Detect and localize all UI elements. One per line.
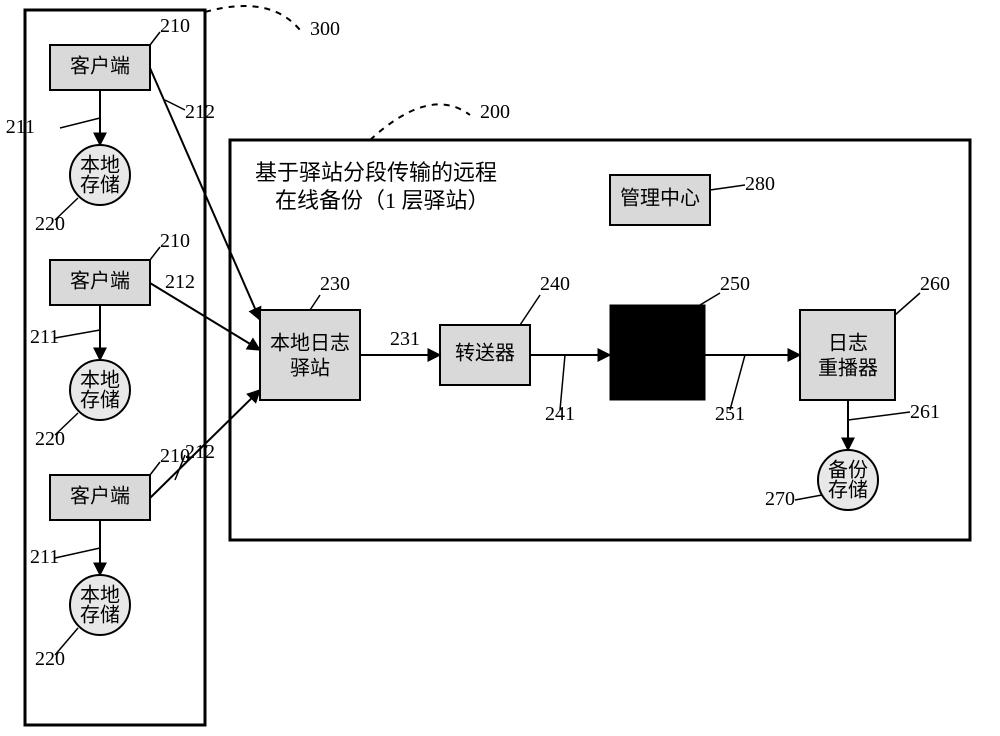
ref-241: 241 <box>545 403 575 425</box>
ref-220: 220 <box>35 648 65 670</box>
hub-label-l1: 本地日志 <box>270 332 350 355</box>
ref-240: 240 <box>540 273 570 295</box>
leader-260 <box>895 293 920 315</box>
leader-230 <box>310 295 320 310</box>
leader-210 <box>150 247 160 260</box>
local-store-label-l1: 本地 <box>80 369 120 392</box>
backup-label-l1: 备份 <box>828 459 868 482</box>
client-label: 客户端 <box>70 485 130 508</box>
ref-300: 300 <box>310 18 340 40</box>
leader-270 <box>795 495 822 500</box>
ref-220: 220 <box>35 428 65 450</box>
system-title-line2: 在线备份（1 层驿站） <box>275 188 490 213</box>
replay-label-l2: 重播器 <box>818 357 878 380</box>
ref-212: 212 <box>185 441 215 463</box>
leader-210 <box>150 462 160 475</box>
replay-label-l1: 日志 <box>828 332 868 355</box>
leader-211 <box>55 548 100 558</box>
client-label: 客户端 <box>70 55 130 78</box>
ref-250: 250 <box>720 273 750 295</box>
black-box <box>610 305 705 400</box>
local-store-label-l2: 存储 <box>80 174 120 197</box>
ref-211: 211 <box>30 546 59 568</box>
backup-label-l2: 存储 <box>828 479 868 502</box>
ref-212: 212 <box>185 101 215 123</box>
ref-220: 220 <box>35 213 65 235</box>
hub-box <box>260 310 360 400</box>
ref-211: 211 <box>6 116 35 138</box>
leader-211 <box>55 330 100 338</box>
local-store-label-l2: 存储 <box>80 389 120 412</box>
ref-212: 212 <box>165 271 195 293</box>
client-group-2: 客户端 210 211 本地 存储 220 212 <box>30 230 260 450</box>
leader-210 <box>150 32 160 45</box>
ref-270: 270 <box>765 488 795 510</box>
ref-231: 231 <box>390 328 420 350</box>
ref-200: 200 <box>480 101 510 123</box>
leader-211 <box>60 118 100 128</box>
ref-230: 230 <box>320 273 350 295</box>
leader-241 <box>560 355 565 410</box>
dash-leader-300 <box>205 6 300 30</box>
local-store-label-l1: 本地 <box>80 584 120 607</box>
client-label: 客户端 <box>70 270 130 293</box>
ref-261: 261 <box>910 401 940 423</box>
local-store-label-l1: 本地 <box>80 154 120 177</box>
leader-250 <box>700 293 720 305</box>
ref-260: 260 <box>920 273 950 295</box>
replay-box <box>800 310 895 400</box>
leader-261 <box>848 412 910 420</box>
ref-211: 211 <box>30 326 59 348</box>
ref-251: 251 <box>715 403 745 425</box>
system-title-line1: 基于驿站分段传输的远程 <box>255 160 497 185</box>
ref-210: 210 <box>160 230 190 252</box>
ref-280: 280 <box>745 173 775 195</box>
leader-251 <box>730 355 745 410</box>
leader-280 <box>710 185 745 190</box>
local-store-label-l2: 存储 <box>80 604 120 627</box>
leader-240 <box>520 295 540 325</box>
mgmt-label: 管理中心 <box>620 187 700 210</box>
ref-210: 210 <box>160 15 190 37</box>
dash-leader-200 <box>370 104 470 140</box>
hub-label-l2: 驿站 <box>290 357 330 380</box>
forward-label: 转送器 <box>455 342 515 365</box>
